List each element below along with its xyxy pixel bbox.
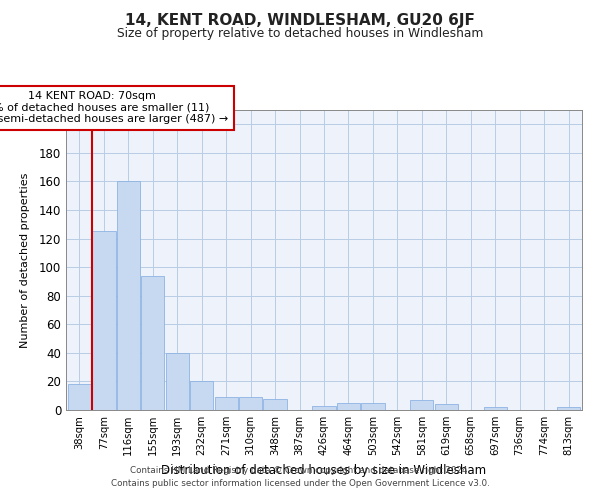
Bar [313, 406, 335, 410]
Bar [92, 232, 116, 410]
Bar [434, 404, 458, 410]
X-axis label: Distribution of detached houses by size in Windlesham: Distribution of detached houses by size … [161, 464, 487, 476]
Text: Size of property relative to detached houses in Windlesham: Size of property relative to detached ho… [117, 28, 483, 40]
Bar [484, 407, 507, 410]
Bar [361, 403, 385, 410]
Bar [117, 182, 140, 410]
Bar [166, 353, 189, 410]
Bar [337, 403, 360, 410]
Text: 14 KENT ROAD: 70sqm
← 2% of detached houses are smaller (11)
98% of semi-detache: 14 KENT ROAD: 70sqm ← 2% of detached hou… [0, 91, 229, 124]
Bar [141, 276, 164, 410]
Bar [215, 397, 238, 410]
Bar [68, 384, 91, 410]
Bar [263, 398, 287, 410]
Y-axis label: Number of detached properties: Number of detached properties [20, 172, 31, 348]
Text: 14, KENT ROAD, WINDLESHAM, GU20 6JF: 14, KENT ROAD, WINDLESHAM, GU20 6JF [125, 12, 475, 28]
Bar [557, 407, 580, 410]
Text: Contains HM Land Registry data © Crown copyright and database right 2024.
Contai: Contains HM Land Registry data © Crown c… [110, 466, 490, 487]
Bar [410, 400, 433, 410]
Bar [190, 382, 214, 410]
Bar [239, 397, 262, 410]
